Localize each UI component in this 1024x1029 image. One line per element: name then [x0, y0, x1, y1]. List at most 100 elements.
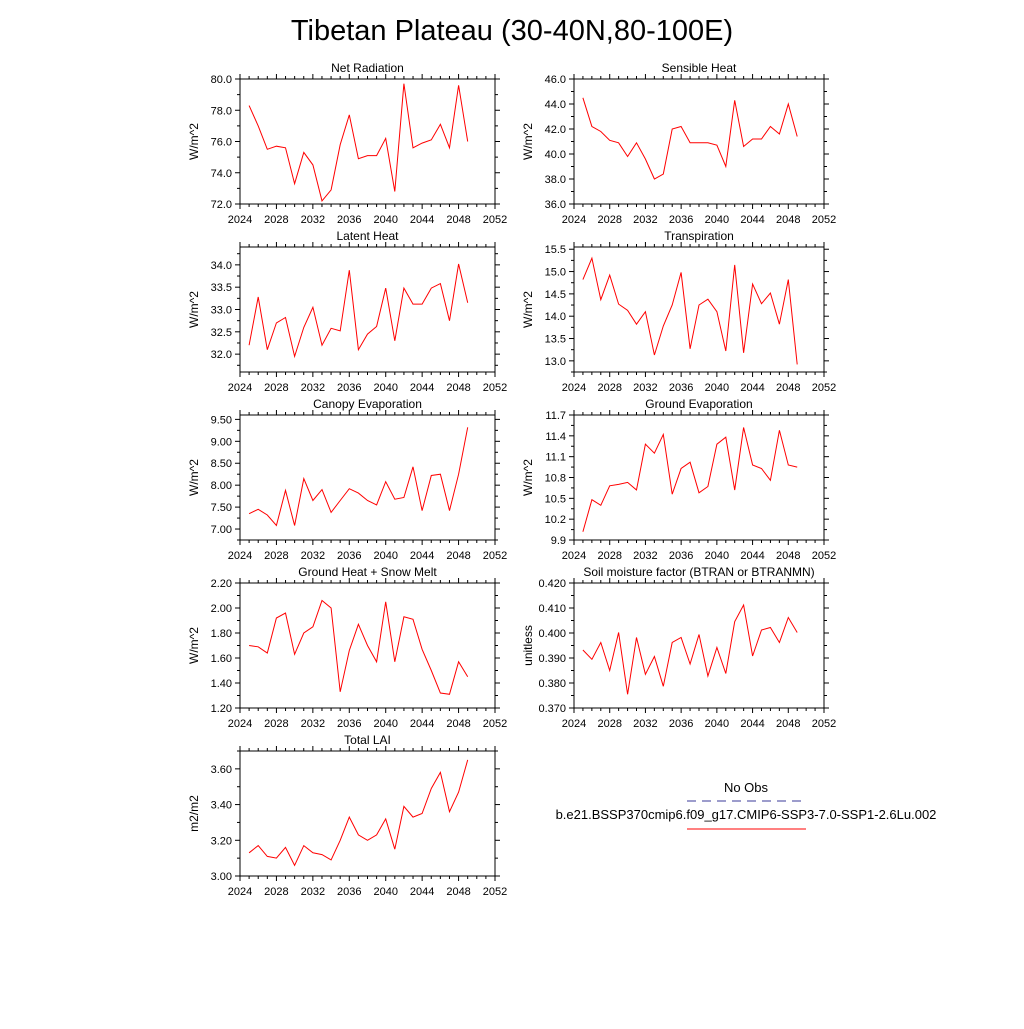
panel-4: Canopy Evaporation 2024 2028 2032 2036 2040 20…: [187, 397, 507, 562]
y-tick-label: 14.0: [545, 311, 566, 323]
x-tick-label: 2036: [337, 550, 361, 562]
panel-5: Ground Evaporation 2024 2028 2032 2036 2040 20…: [521, 397, 836, 562]
panel-title: Net Radiation: [331, 61, 404, 75]
y-axis-label: W/m^2: [521, 459, 535, 496]
x-tick-label: 2036: [337, 718, 361, 730]
x-tick-label: 2052: [812, 550, 836, 562]
y-tick-label: 13.5: [545, 334, 566, 346]
series-line: [248, 83, 469, 202]
panel-title: Canopy Evaporation: [313, 397, 422, 411]
y-tick-label: 74.0: [211, 168, 232, 180]
y-axis-label: W/m^2: [187, 291, 201, 328]
x-tick-label: 2044: [410, 886, 434, 898]
panel-title: Total LAI: [344, 733, 391, 747]
x-tick-label: 2028: [264, 382, 288, 394]
panel-title: Soil moisture factor (BTRAN or BTRANMN): [583, 565, 814, 579]
x-tick-label: 2044: [410, 718, 434, 730]
x-tick-label: 2040: [705, 382, 729, 394]
y-tick-label: 11.4: [545, 431, 566, 443]
y-tick-label: 40.0: [545, 149, 566, 161]
y-tick-label: 76.0: [211, 137, 232, 149]
x-tick-label: 2040: [373, 550, 397, 562]
x-tick-label: 2052: [812, 382, 836, 394]
x-tick-label: 2048: [446, 718, 470, 730]
x-tick-label: 2028: [597, 382, 621, 394]
legend: No Obs b.e21.BSSP370cmip6.f09_g17.CMIP6-…: [556, 780, 936, 830]
y-tick-label: 10.5: [545, 493, 566, 505]
x-tick-label: 2044: [740, 550, 764, 562]
x-tick-label: 2044: [740, 718, 764, 730]
y-tick-label: 3.60: [211, 764, 232, 776]
x-tick-label: 2032: [633, 214, 657, 226]
x-tick-label: 2036: [669, 550, 693, 562]
y-tick-label: 1.60: [211, 653, 232, 665]
x-tick-label: 2040: [373, 382, 397, 394]
y-tick-label: 0.380: [538, 678, 566, 690]
x-tick-label: 2040: [705, 214, 729, 226]
x-tick-label: 2024: [562, 382, 586, 394]
panel-0: Net Radiation 2024 2028 2032 2036 2040 2044 204…: [187, 61, 507, 226]
y-tick-label: 9.9: [551, 535, 566, 547]
panel-title: Ground Evaporation: [645, 397, 752, 411]
x-tick-label: 2036: [337, 382, 361, 394]
y-tick-label: 72.0: [211, 199, 232, 211]
y-tick-label: 9.00: [211, 436, 232, 448]
y-tick-label: 14.5: [545, 289, 566, 301]
x-tick-label: 2028: [264, 886, 288, 898]
y-tick-label: 33.5: [211, 282, 232, 294]
x-tick-label: 2028: [597, 718, 621, 730]
series-line: [582, 427, 798, 532]
x-tick-label: 2048: [446, 886, 470, 898]
x-tick-label: 2032: [301, 382, 325, 394]
x-tick-label: 2052: [483, 886, 507, 898]
panel-title: Transpiration: [664, 229, 734, 243]
x-tick-label: 2036: [337, 214, 361, 226]
x-tick-label: 2040: [705, 718, 729, 730]
y-tick-label: 3.40: [211, 800, 232, 812]
y-tick-label: 13.0: [545, 356, 566, 368]
x-tick-label: 2044: [410, 382, 434, 394]
y-tick-label: 15.5: [545, 244, 566, 256]
x-tick-label: 2036: [669, 382, 693, 394]
plot-frame: [573, 246, 825, 373]
x-tick-label: 2052: [483, 382, 507, 394]
series-line: [582, 97, 798, 180]
x-tick-label: 2036: [337, 886, 361, 898]
x-tick-label: 2032: [633, 382, 657, 394]
x-tick-label: 2040: [373, 214, 397, 226]
x-tick-label: 2048: [446, 550, 470, 562]
y-tick-label: 1.20: [211, 703, 232, 715]
x-tick-label: 2048: [776, 382, 800, 394]
y-tick-label: 42.0: [545, 124, 566, 136]
y-axis-label: W/m^2: [187, 627, 201, 664]
series-line: [248, 263, 469, 359]
x-tick-label: 2028: [264, 550, 288, 562]
plot-frame: [239, 246, 496, 373]
y-tick-label: 38.0: [545, 174, 566, 186]
y-tick-label: 0.370: [538, 703, 566, 715]
x-tick-label: 2052: [483, 718, 507, 730]
y-axis-label: m2/m2: [187, 795, 201, 832]
panel-title: Latent Heat: [336, 229, 399, 243]
series-line: [248, 759, 469, 867]
x-tick-label: 2036: [669, 718, 693, 730]
panel-1: Sensible Heat 2024 2028 2032 2036 2040 2044 204…: [521, 61, 836, 226]
x-tick-label: 2028: [597, 214, 621, 226]
x-tick-label: 2044: [740, 382, 764, 394]
panel-6: Ground Heat + Snow Melt 2024 2028 2032 2036 2…: [187, 565, 507, 730]
panel-7: Soil moisture factor (BTRAN or BTRANMN) 2…: [521, 565, 836, 730]
y-tick-label: 33.0: [211, 305, 232, 317]
figure-title: Tibetan Plateau (30-40N,80-100E): [291, 15, 733, 47]
plot-frame: [573, 414, 825, 541]
x-tick-label: 2024: [228, 718, 252, 730]
y-axis-label: W/m^2: [521, 291, 535, 328]
x-tick-label: 2040: [373, 886, 397, 898]
y-tick-label: 7.50: [211, 502, 232, 514]
y-tick-label: 11.1: [545, 452, 566, 464]
y-axis-label: unitless: [521, 625, 535, 666]
plot-frame: [573, 582, 825, 709]
y-tick-label: 32.0: [211, 349, 232, 361]
x-tick-label: 2032: [301, 886, 325, 898]
y-tick-label: 0.400: [538, 628, 566, 640]
y-tick-label: 36.0: [545, 199, 566, 211]
